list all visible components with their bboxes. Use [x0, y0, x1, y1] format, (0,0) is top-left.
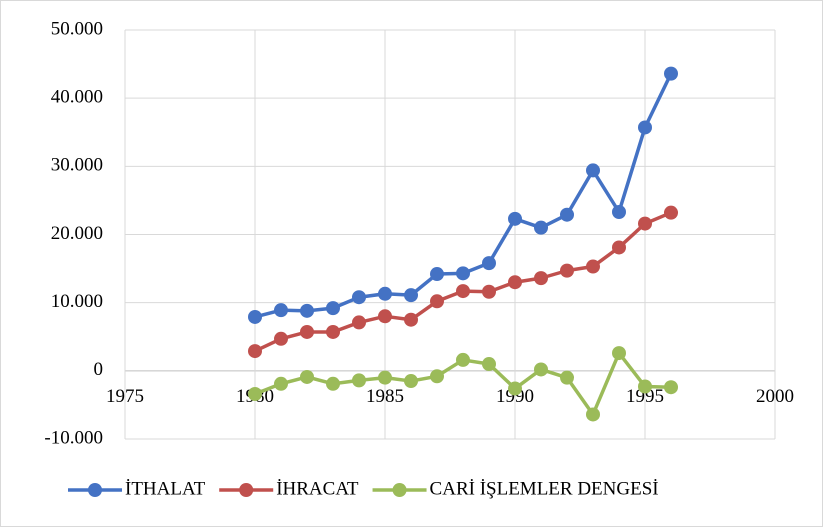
data-point — [456, 284, 470, 299]
data-point — [248, 344, 262, 359]
data-point — [534, 220, 548, 235]
data-point — [378, 286, 392, 301]
data-point — [430, 267, 444, 282]
data-point — [352, 290, 366, 305]
y-tick-label: 20.000 — [51, 223, 103, 244]
data-point — [638, 120, 652, 135]
y-tick-label: 50.000 — [51, 18, 103, 39]
data-point — [508, 211, 522, 226]
legend-marker — [88, 483, 102, 497]
y-tick-label: 0 — [94, 359, 104, 380]
legend-label: CARİ İŞLEMLER DENGESİ — [430, 478, 659, 499]
data-point — [508, 275, 522, 290]
data-point — [508, 381, 522, 396]
data-point — [352, 373, 366, 388]
data-point — [586, 259, 600, 274]
data-point — [404, 374, 418, 389]
data-point — [612, 346, 626, 361]
data-point — [300, 324, 314, 339]
data-point — [560, 207, 574, 222]
y-tick-label: 30.000 — [51, 155, 103, 176]
x-tick-label: 1975 — [106, 386, 144, 407]
data-point — [612, 240, 626, 255]
data-point — [482, 256, 496, 271]
data-point — [248, 309, 262, 324]
legend-marker — [239, 483, 254, 497]
data-point — [248, 387, 262, 402]
data-point — [326, 324, 340, 339]
data-point — [300, 369, 314, 384]
data-point — [482, 284, 496, 299]
data-point — [300, 303, 314, 318]
data-point — [430, 294, 444, 309]
data-point — [456, 266, 470, 281]
data-point — [664, 380, 678, 395]
data-point — [560, 370, 574, 385]
data-point — [612, 205, 626, 220]
data-point — [274, 376, 288, 391]
x-tick-label: 1990 — [496, 386, 534, 407]
data-point — [638, 216, 652, 231]
data-point — [378, 370, 392, 385]
x-tick-label: 2000 — [756, 386, 794, 407]
data-point — [404, 312, 418, 327]
legend-label: İHRACAT — [276, 478, 359, 499]
data-point — [404, 288, 418, 303]
data-point — [378, 309, 392, 324]
data-point — [586, 407, 600, 422]
data-point — [430, 369, 444, 384]
data-point — [456, 352, 470, 367]
data-point — [664, 66, 678, 81]
data-point — [274, 331, 288, 346]
data-point — [534, 362, 548, 377]
data-point — [560, 263, 574, 278]
data-point — [326, 376, 340, 391]
y-tick-label: 10.000 — [51, 291, 103, 312]
data-point — [274, 303, 288, 318]
legend-marker — [392, 483, 407, 497]
y-tick-label: 40.000 — [51, 87, 103, 108]
data-point — [638, 379, 652, 394]
x-tick-label: 1995 — [626, 386, 664, 407]
data-point — [664, 205, 678, 220]
x-tick-label: 1985 — [366, 386, 404, 407]
data-point — [586, 163, 600, 178]
data-point — [352, 315, 366, 330]
data-point — [482, 357, 496, 372]
legend-label: İTHALAT — [125, 478, 206, 499]
data-point — [534, 271, 548, 286]
data-point — [326, 301, 340, 316]
y-tick-label: -10.000 — [44, 427, 103, 448]
